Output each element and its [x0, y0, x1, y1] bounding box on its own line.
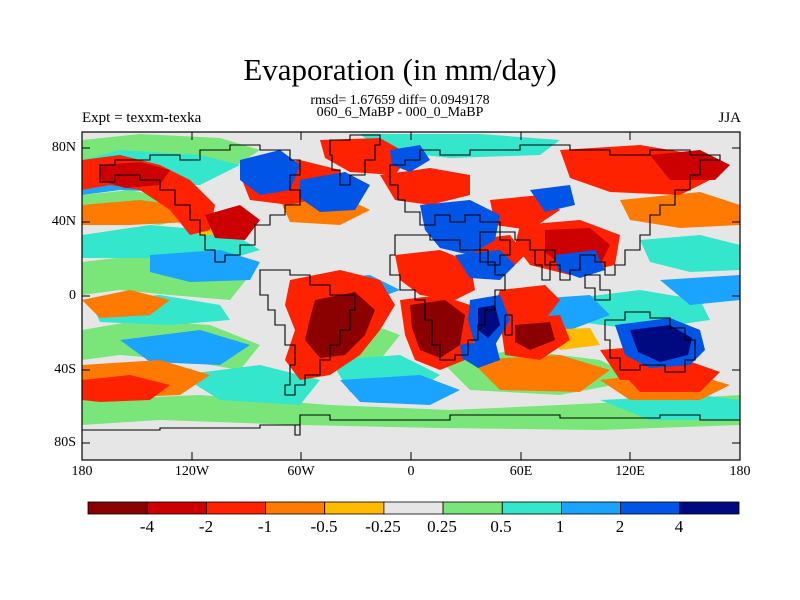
field-navy-east-africa [478, 305, 500, 338]
colorbar-swatch [324, 501, 385, 515]
x-tick-label-120w: 120W [174, 464, 210, 479]
x-tick-label-60e: 60E [509, 464, 533, 479]
map-field [82, 132, 740, 460]
colorbar-label: 0.25 [427, 517, 457, 536]
field-band-south-ocean [82, 395, 740, 430]
colorbar-label: -2 [198, 517, 214, 536]
x-tick-label-60w: 60W [287, 464, 315, 479]
y-tick-label-80n: 80N [51, 140, 76, 155]
field-orange-indian-south [470, 355, 610, 392]
map-title: Evaporation (in mm/day) [243, 52, 557, 87]
field-cyan-south-east [600, 395, 740, 420]
field-red-north-atlantic-east [320, 138, 410, 175]
field-red-south-pacific-west [82, 375, 170, 402]
field-blue-indian-ocean [460, 340, 500, 368]
colorbar-swatch [205, 501, 266, 515]
colorbar-swatch [561, 501, 622, 515]
field-blue-pacific-tropics [150, 250, 260, 282]
field-darkred-indian [515, 322, 555, 350]
colorbar-swatch [620, 501, 681, 515]
colorbar-swatch [265, 501, 326, 515]
x-tick-label-120e: 120E [615, 464, 645, 479]
x-tick-marks [191, 132, 631, 460]
colorbar-label: 4 [674, 517, 684, 536]
colorbar-swatch [501, 501, 562, 515]
coast-africa [389, 234, 506, 361]
colorbar-label: -4 [139, 517, 155, 536]
coast-india [534, 249, 556, 281]
subtitle-stats: rmsd= 1.67659 diff= 0.0949178 [310, 93, 490, 108]
colorbar-label: -0.5 [310, 517, 338, 536]
colorbar-label: 0.5 [490, 517, 512, 536]
x-tick-label-0: 0 [407, 464, 415, 479]
coast-north-america [99, 144, 301, 263]
field-red-east-siberia [650, 150, 730, 180]
colorbar-swatch [679, 501, 740, 515]
colorbar-swatch [87, 501, 148, 515]
y-tick-marks [82, 147, 740, 444]
x-tick-label-180w: 180 [71, 464, 93, 479]
coastline-outlines [82, 134, 740, 436]
field-navy-australia [630, 325, 692, 362]
field-cyan-west-pacific [640, 235, 740, 272]
field-blue-west-pacific [660, 275, 740, 305]
colorbar-label: -0.25 [365, 517, 401, 536]
coast-australia [604, 311, 696, 373]
field-red-europe [380, 168, 470, 205]
field-red-australia-south [610, 358, 720, 392]
field-darkred-africa [410, 300, 465, 358]
coast-antarctica [82, 414, 740, 431]
colorbar-label: 2 [615, 517, 625, 536]
coast-southeast-asia [584, 274, 611, 301]
field-red-indian-west [495, 285, 560, 322]
field-blue-north-atlantic [300, 172, 370, 212]
coast-south-america [259, 269, 356, 396]
colorbar [87, 501, 740, 515]
coast-arabia [479, 231, 511, 266]
coast-antarctic-peninsula [294, 425, 301, 436]
subtitle-case: 060_6_MaBP - 000_0_MaBP [316, 105, 484, 120]
field-orange-east-pacific [82, 290, 170, 318]
colorbar-swatch [442, 501, 503, 515]
coast-greenland [329, 134, 381, 186]
field-red-canada-east [205, 205, 260, 240]
coast-eurasia [389, 144, 721, 281]
y-tick-label-40s: 40S [54, 362, 76, 377]
coast-madagascar [504, 314, 513, 336]
y-tick-label-40n: 40N [51, 214, 76, 229]
field-red-africa-north [395, 250, 475, 300]
x-tick-label-180e: 180 [729, 464, 751, 479]
field-blue-south-pacific [120, 330, 250, 365]
colorbar-swatch [146, 501, 207, 515]
y-tick-label-80s: 80S [54, 435, 76, 450]
field-darkred-south-america [305, 292, 375, 358]
experiment-label: Expt = texxm-texka [82, 110, 202, 126]
colorbar-label: -1 [257, 517, 273, 536]
field-blue-south-atlantic [340, 375, 460, 405]
y-tick-label-0: 0 [69, 288, 76, 303]
season-label: JJA [718, 110, 741, 126]
field-blue-north-america [240, 150, 300, 195]
colorbar-label: 1 [555, 517, 565, 536]
colorbar-swatch [383, 501, 444, 515]
field-navy-central-asia [530, 185, 575, 212]
